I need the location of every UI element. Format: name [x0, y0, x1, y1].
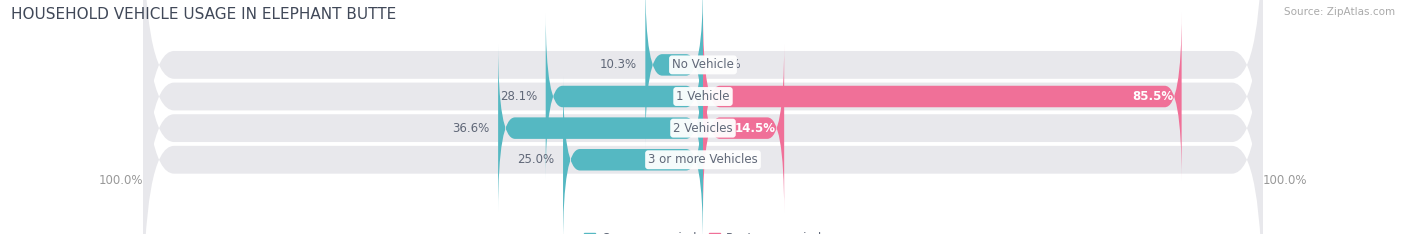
FancyBboxPatch shape	[498, 44, 703, 212]
Text: 100.0%: 100.0%	[1263, 174, 1308, 187]
Text: 0.0%: 0.0%	[711, 58, 741, 71]
Legend: Owner-occupied, Renter-occupied: Owner-occupied, Renter-occupied	[579, 227, 827, 234]
Text: 25.0%: 25.0%	[517, 153, 554, 166]
Text: 28.1%: 28.1%	[501, 90, 537, 103]
Text: 10.3%: 10.3%	[600, 58, 637, 71]
Text: 0.0%: 0.0%	[711, 153, 741, 166]
Text: 85.5%: 85.5%	[1132, 90, 1173, 103]
FancyBboxPatch shape	[546, 12, 703, 181]
FancyBboxPatch shape	[703, 12, 1181, 181]
Text: 3 or more Vehicles: 3 or more Vehicles	[648, 153, 758, 166]
FancyBboxPatch shape	[143, 0, 1263, 234]
Text: 2 Vehicles: 2 Vehicles	[673, 122, 733, 135]
Text: 14.5%: 14.5%	[735, 122, 776, 135]
FancyBboxPatch shape	[143, 0, 1263, 225]
FancyBboxPatch shape	[703, 44, 785, 212]
Text: 36.6%: 36.6%	[453, 122, 489, 135]
FancyBboxPatch shape	[562, 76, 703, 234]
Text: Source: ZipAtlas.com: Source: ZipAtlas.com	[1284, 7, 1395, 17]
Text: HOUSEHOLD VEHICLE USAGE IN ELEPHANT BUTTE: HOUSEHOLD VEHICLE USAGE IN ELEPHANT BUTT…	[11, 7, 396, 22]
Text: No Vehicle: No Vehicle	[672, 58, 734, 71]
Text: 100.0%: 100.0%	[98, 174, 143, 187]
FancyBboxPatch shape	[143, 0, 1263, 234]
Text: 1 Vehicle: 1 Vehicle	[676, 90, 730, 103]
FancyBboxPatch shape	[143, 0, 1263, 234]
FancyBboxPatch shape	[645, 0, 703, 149]
